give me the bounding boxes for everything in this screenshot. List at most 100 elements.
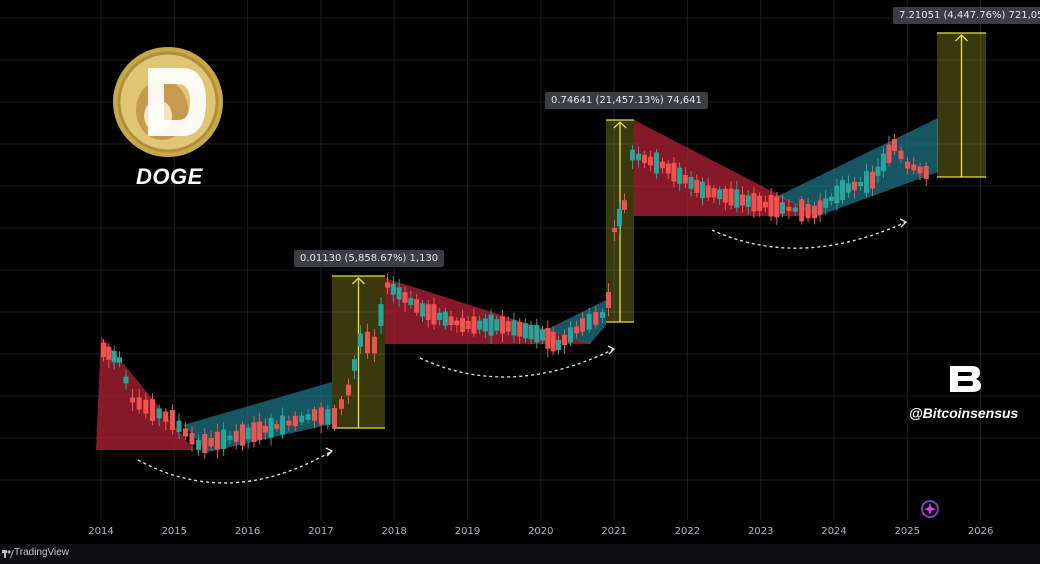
candle — [762, 201, 768, 208]
bear-zone-2 — [385, 278, 592, 344]
candle — [305, 414, 311, 420]
candle — [556, 339, 561, 351]
candle — [339, 399, 344, 409]
arc-3-head — [899, 218, 908, 228]
candle — [682, 175, 688, 184]
candle — [870, 171, 875, 189]
bull-channel-1 — [183, 382, 332, 452]
candle — [431, 304, 437, 325]
candle — [562, 334, 567, 346]
candle — [660, 161, 665, 169]
candle — [189, 433, 195, 445]
candle — [274, 424, 280, 429]
candle — [550, 331, 556, 352]
candle — [580, 318, 585, 332]
candle — [722, 188, 728, 203]
x-axis: 2014 2015 2016 2017 2018 2019 2020 2021 2022 2023… — [88, 526, 993, 537]
candle — [130, 397, 135, 403]
candle — [881, 153, 886, 172]
candle — [176, 420, 182, 432]
candle — [150, 399, 155, 421]
candle — [318, 407, 324, 425]
candle — [852, 181, 857, 191]
candle — [482, 318, 488, 332]
candle — [799, 199, 805, 222]
candle — [390, 283, 396, 295]
candle — [858, 181, 863, 187]
candle — [864, 171, 869, 193]
candle — [917, 166, 923, 174]
measure-box-3-arrowhead — [955, 34, 968, 42]
candle — [534, 324, 540, 343]
tradingview-icon — [2, 550, 14, 558]
candle — [183, 428, 188, 437]
candle — [505, 321, 511, 332]
candles — [101, 133, 929, 459]
bitcoinsensus-logo-icon — [948, 364, 982, 394]
x-tick-label: 2018 — [381, 526, 406, 537]
candle — [654, 152, 659, 174]
x-tick-label: 2020 — [528, 526, 553, 537]
candle — [111, 350, 117, 363]
candle — [208, 438, 214, 447]
candle — [745, 195, 751, 207]
candle — [196, 440, 201, 450]
candle — [268, 418, 274, 438]
candle — [136, 397, 142, 410]
candle — [642, 154, 647, 164]
candle — [245, 427, 251, 440]
candle — [751, 193, 757, 212]
candle — [471, 316, 477, 334]
candle — [892, 139, 897, 151]
candle — [828, 196, 834, 201]
candle — [846, 183, 851, 193]
candle — [292, 415, 298, 427]
candle — [717, 189, 723, 200]
candle — [227, 435, 233, 441]
candle — [280, 415, 285, 435]
doge-coin-icon — [112, 46, 224, 158]
candle — [812, 205, 817, 219]
x-tick-label: 2019 — [455, 526, 480, 537]
candle — [437, 312, 443, 321]
candle — [163, 411, 169, 422]
candle — [522, 323, 528, 339]
candle — [425, 304, 431, 321]
candle — [365, 331, 370, 354]
candle — [494, 319, 500, 331]
candle — [774, 196, 780, 218]
brand-handle: @Bitcoinsensus — [909, 405, 1019, 421]
candle — [372, 336, 377, 354]
candle — [617, 208, 622, 227]
grid — [0, 0, 1040, 520]
candle — [694, 179, 700, 193]
candle — [711, 188, 717, 198]
bear-zone-1 — [96, 336, 194, 450]
candle — [677, 167, 683, 184]
candle — [286, 420, 292, 426]
candle — [106, 346, 112, 360]
x-tick-label: 2015 — [162, 526, 187, 537]
candle — [143, 399, 149, 414]
candle — [792, 207, 798, 212]
candle — [454, 320, 460, 326]
candle — [636, 153, 641, 161]
candle — [408, 298, 414, 306]
candle — [156, 408, 162, 419]
sparkle-icon[interactable] — [919, 499, 941, 519]
candle — [442, 311, 448, 326]
candle — [170, 410, 175, 430]
candle — [574, 326, 579, 334]
candle — [600, 312, 605, 318]
price-chart: 2014 2015 2016 2017 2018 2019 2020 2021 2022 2023… — [0, 0, 1040, 537]
x-tick-label: 2023 — [748, 526, 773, 537]
candle — [214, 431, 220, 450]
candle — [586, 313, 592, 330]
x-tick-label: 2026 — [968, 526, 993, 537]
candle — [465, 320, 471, 330]
measure-label-2017: 0.01130 (5,858.67%) 1,130 — [294, 250, 445, 267]
candle — [420, 303, 425, 317]
candle — [517, 322, 523, 337]
candle — [700, 181, 705, 199]
candle — [834, 185, 840, 204]
